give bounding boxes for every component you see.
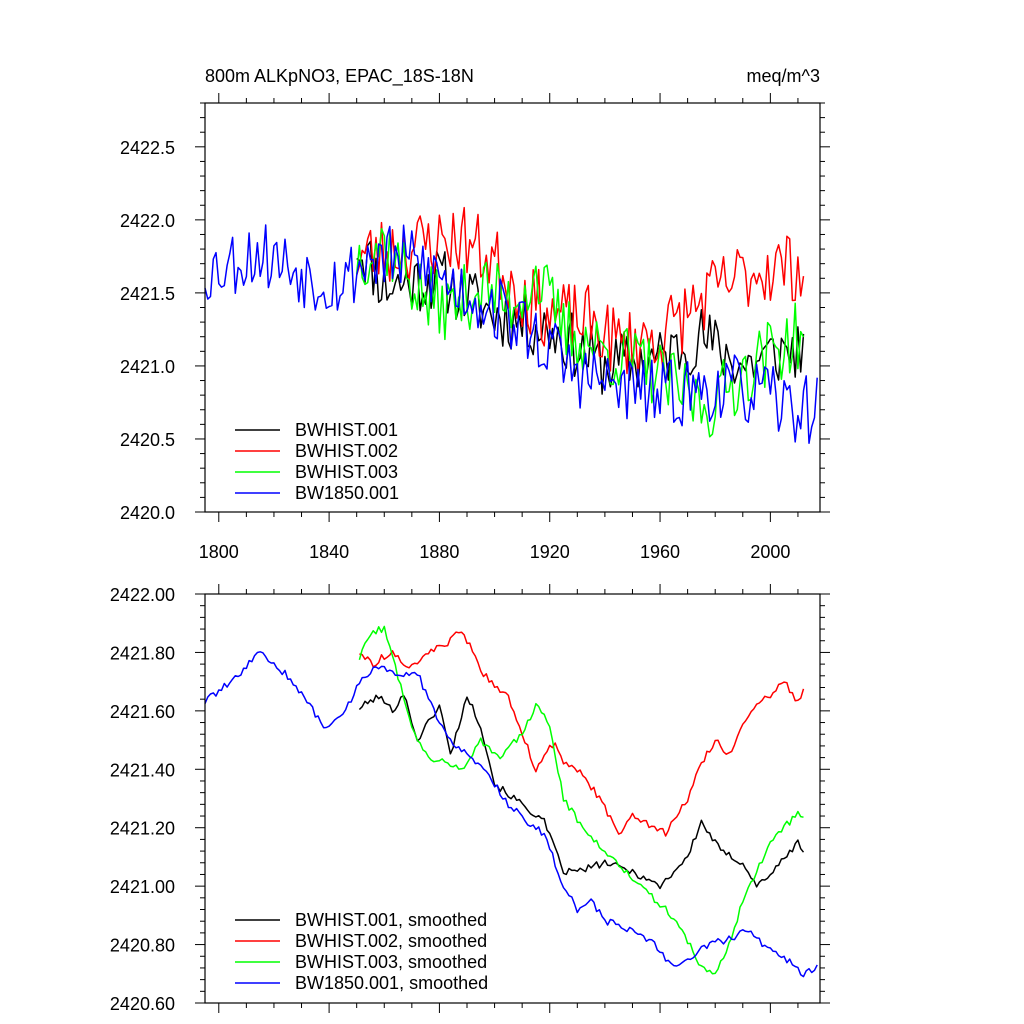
legend-label: BWHIST.003, smoothed xyxy=(295,952,487,972)
y-tick-label: 2420.0 xyxy=(120,503,175,523)
y-tick-label: 2420.5 xyxy=(120,430,175,450)
y-tick-label: 2421.60 xyxy=(110,702,175,722)
y-tick-label: 2422.00 xyxy=(110,585,175,605)
legend-label: BW1850.001 xyxy=(295,483,399,503)
series-line-4 xyxy=(204,224,818,444)
y-tick-label: 2422.5 xyxy=(120,138,175,158)
x-tick-label: 1800 xyxy=(199,542,239,562)
series-line-2 xyxy=(355,206,805,376)
y-tick-label: 2421.20 xyxy=(110,819,175,839)
x-tick-label: 1840 xyxy=(309,542,349,562)
y-tick-label: 2420.80 xyxy=(110,936,175,956)
top-chart: 1800 1840 1880 1920 1960 2000 2420.0 2420.5 2421… xyxy=(120,93,830,562)
plot-frame xyxy=(204,593,821,1004)
top-chart-title: 800m ALKpNO3, EPAC_18S-18N xyxy=(205,66,474,87)
x-tick-label: 1880 xyxy=(419,542,459,562)
y-tick-label: 2422.0 xyxy=(120,211,175,231)
legend-label: BWHIST.003 xyxy=(295,462,398,482)
y-tick-label: 2421.5 xyxy=(120,284,175,304)
series-line-1 xyxy=(358,694,805,890)
x-tick-label: 1960 xyxy=(640,542,680,562)
series-line-3 xyxy=(355,227,805,438)
series-line-1 xyxy=(356,240,805,395)
y-tick-label: 2421.00 xyxy=(110,877,175,897)
bottom-chart: 2420.60 2420.80 2421.00 2421.20 2421.40 2421.… xyxy=(110,584,830,1014)
series-line-4 xyxy=(204,651,818,978)
series-line-3 xyxy=(358,625,804,975)
series-line-2 xyxy=(359,631,805,837)
x-tick-label: 1920 xyxy=(530,542,570,562)
y-tick-label: 2421.80 xyxy=(110,643,175,663)
y-tick-label: 2420.60 xyxy=(110,994,175,1014)
legend-label: BWHIST.002, smoothed xyxy=(295,931,487,951)
top-chart-units: meq/m^3 xyxy=(747,66,820,86)
legend-label: BWHIST.001, smoothed xyxy=(295,910,487,930)
y-tick-label: 2421.0 xyxy=(120,357,175,377)
x-tick-label: 2000 xyxy=(750,542,790,562)
legend-label: BWHIST.001 xyxy=(295,420,398,440)
legend-label: BW1850.001, smoothed xyxy=(295,973,488,993)
legend-label: BWHIST.002 xyxy=(295,441,398,461)
y-tick-label: 2421.40 xyxy=(110,760,175,780)
